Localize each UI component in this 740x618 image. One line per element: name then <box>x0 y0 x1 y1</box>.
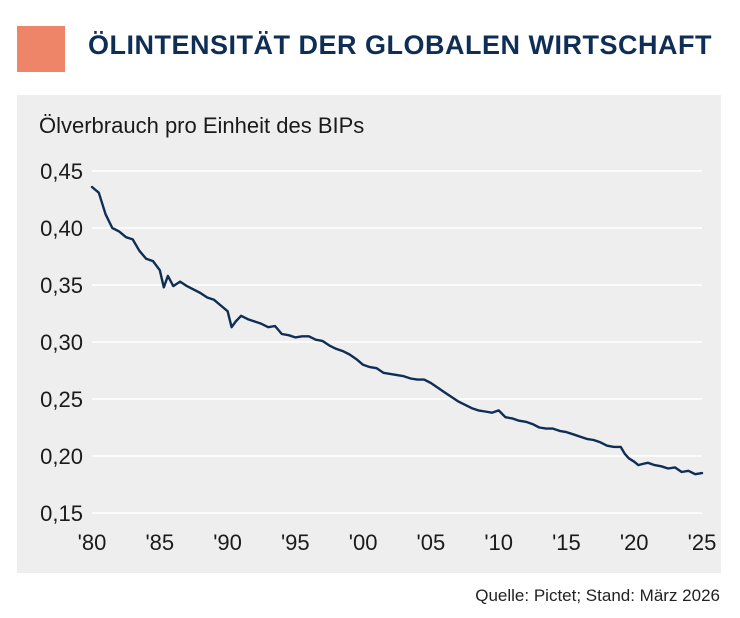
y-tick-labels: 0,45 0,40 0,35 0,30 0,25 0,20 0,15 <box>40 159 83 526</box>
x-tick-label: '10 <box>484 530 513 555</box>
y-tick-label: 0,45 <box>40 159 83 184</box>
source-note: Quelle: Pictet; Stand: März 2026 <box>475 586 720 605</box>
x-tick-label: '25 <box>688 530 717 555</box>
header-accent-swatch <box>17 26 65 72</box>
series-layer <box>90 185 704 476</box>
chart-title: ÖLINTENSITÄT DER GLOBALEN WIRTSCHAFT <box>88 30 712 60</box>
x-tick-labels: '80 '85 '90 '95 '00 '05 '10 '15 '20 '25 <box>78 530 717 555</box>
x-tick-label: '80 <box>78 530 107 555</box>
y-tick-label: 0,40 <box>40 216 83 241</box>
x-tick-label: '00 <box>349 530 378 555</box>
y-tick-label: 0,25 <box>40 387 83 412</box>
x-tick-label: '90 <box>213 530 242 555</box>
y-axis-label: Ölverbrauch pro Einheit des BIPs <box>39 113 364 138</box>
chart-panel: Ölverbrauch pro Einheit des BIPs 0,45 0,4… <box>17 95 721 573</box>
x-tick-label: '05 <box>417 530 446 555</box>
x-tick-label: '85 <box>145 530 174 555</box>
gridlines <box>92 170 702 514</box>
y-tick-label: 0,35 <box>40 273 83 298</box>
chart-background <box>17 95 721 573</box>
y-tick-label: 0,15 <box>40 501 83 526</box>
line-chart: Ölverbrauch pro Einheit des BIPs 0,450,4… <box>17 95 721 573</box>
x-tick-label: '95 <box>281 530 310 555</box>
y-tick-label: 0,30 <box>40 330 83 355</box>
series-line <box>90 185 704 476</box>
x-tick-label: '20 <box>620 530 649 555</box>
x-tick-label: '15 <box>552 530 581 555</box>
y-tick-label: 0,20 <box>40 444 83 469</box>
